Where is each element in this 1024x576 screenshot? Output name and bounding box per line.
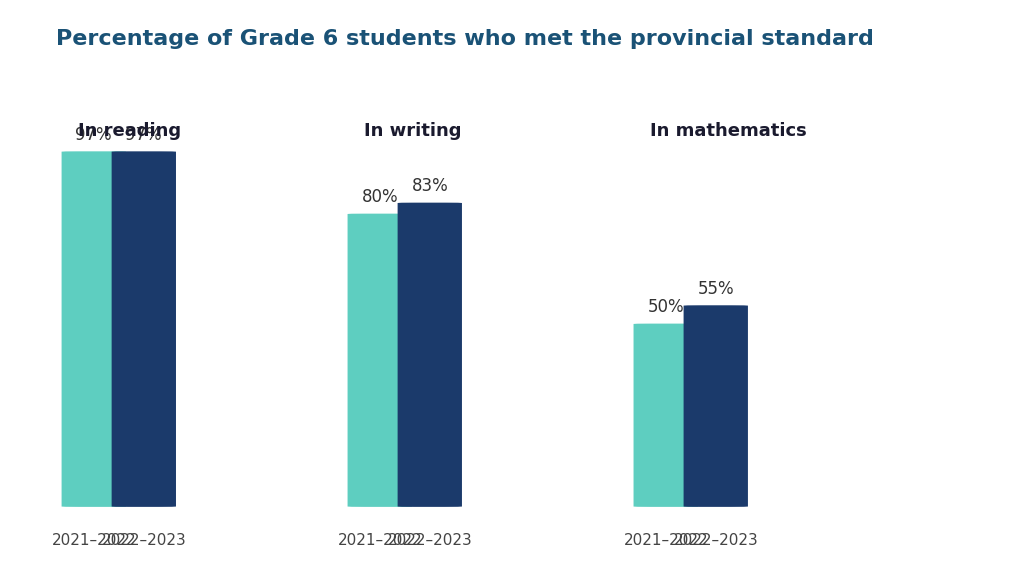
Text: 2022–2023: 2022–2023: [101, 533, 186, 548]
Text: 2021–2022: 2021–2022: [51, 533, 136, 548]
Text: 50%: 50%: [647, 298, 684, 316]
Text: 2022–2023: 2022–2023: [387, 533, 472, 548]
Text: In writing: In writing: [364, 122, 461, 140]
Text: 83%: 83%: [412, 177, 449, 195]
FancyBboxPatch shape: [347, 214, 412, 507]
Text: 2022–2023: 2022–2023: [674, 533, 758, 548]
Text: 55%: 55%: [697, 280, 734, 298]
Text: 2021–2022: 2021–2022: [624, 533, 708, 548]
FancyBboxPatch shape: [397, 203, 462, 507]
Text: 97%: 97%: [126, 126, 162, 144]
FancyBboxPatch shape: [684, 305, 748, 507]
FancyBboxPatch shape: [634, 324, 698, 507]
Text: In reading: In reading: [78, 122, 181, 140]
FancyBboxPatch shape: [112, 151, 176, 507]
Text: 97%: 97%: [76, 126, 112, 144]
Text: 2021–2022: 2021–2022: [338, 533, 422, 548]
Text: In mathematics: In mathematics: [649, 122, 806, 140]
Text: Percentage of Grade 6 students who met the provincial standard: Percentage of Grade 6 students who met t…: [56, 29, 874, 49]
FancyBboxPatch shape: [61, 151, 126, 507]
Text: 80%: 80%: [361, 188, 398, 206]
